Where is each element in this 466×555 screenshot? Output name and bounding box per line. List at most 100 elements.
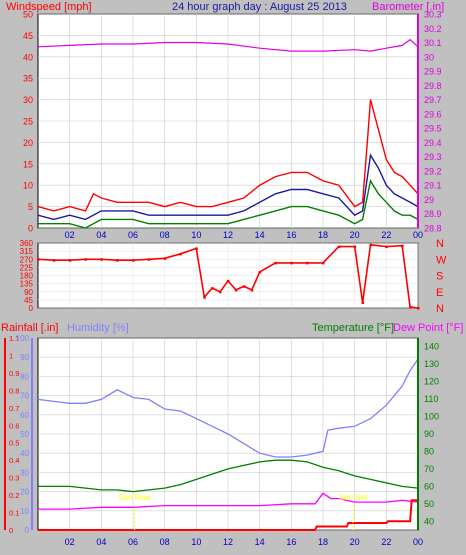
- wind-direction-point: [116, 259, 119, 262]
- barometer-tick-label: 29.7: [424, 95, 442, 105]
- temperature-tick-label: 120: [424, 377, 439, 387]
- windspeed-tick-label: 15: [23, 159, 33, 169]
- barometer-tick-label: 29: [424, 195, 434, 205]
- temperature-tick-label: 100: [424, 412, 439, 422]
- barometer-line: [37, 38, 419, 52]
- temperature-tick-label: 40: [424, 516, 434, 526]
- temperature-tick-label: 130: [424, 359, 439, 369]
- wind-direction-point: [385, 245, 388, 249]
- wind-direction-point: [227, 279, 230, 283]
- humidity-tick-label: 10: [20, 507, 29, 516]
- rainfall-axis-label: Rainfall [.in]: [1, 322, 58, 334]
- humidity-axis-ticks: 0 10 20 30 40 50 60 70 80 90 100: [16, 334, 30, 535]
- temperature-tick-label: 90: [424, 429, 434, 439]
- rainfall-tick-label: 0.2: [9, 491, 19, 500]
- windspeed-axis-label: Windspeed [mph]: [6, 1, 92, 13]
- windspeed-tick-label: 20: [23, 138, 33, 148]
- wind-direction-point: [163, 257, 167, 260]
- rainfall-tick-label: 0.8: [9, 386, 19, 395]
- wind-direction-point: [274, 261, 277, 265]
- rainfall-tick-label: 0.6: [9, 421, 19, 430]
- time-tick-label: 06: [128, 537, 138, 547]
- wind-direction-point: [68, 259, 72, 262]
- humidity-line: [37, 358, 419, 458]
- temperature-tick-label: 110: [424, 394, 438, 404]
- barometer-tick-label: 30: [424, 52, 434, 62]
- rainfall-tick-label: 0.1: [9, 509, 19, 518]
- wind-direction-point: [219, 290, 222, 294]
- direction-tick-label: 270: [20, 255, 34, 264]
- barometer-axis-label: Barometer [.in]: [372, 1, 444, 13]
- direction-tick-label: 225: [20, 263, 34, 272]
- time-tick-label: 08: [160, 230, 170, 240]
- windspeed-axis-ticks: 0 5 10 15 20 25 30 35 40 45 50: [23, 10, 33, 234]
- compass-label: E: [436, 287, 443, 299]
- dew-point-line: [38, 492, 419, 510]
- time-tick-label: 20: [350, 537, 360, 547]
- sun-set-label: Sun Set: [339, 493, 368, 502]
- direction-tick-label: 135: [20, 280, 34, 289]
- barometer-tick-label: 30.2: [424, 24, 442, 34]
- temperature-tick-label: 60: [424, 481, 434, 491]
- wind-average-line: [37, 153, 419, 221]
- wind-direction-point: [179, 252, 182, 256]
- time-tick-label: 16: [286, 537, 296, 547]
- humidity-tick-label: 60: [20, 411, 29, 420]
- humidity-tick-label: 70: [20, 392, 29, 401]
- wind-direction-point: [409, 306, 412, 309]
- time-tick-label: 04: [96, 537, 106, 547]
- rainfall-tick-label: 1: [9, 351, 13, 360]
- humidity-axis-label: Humidity [%]: [67, 322, 129, 334]
- wind-baro-grid: [38, 13, 419, 229]
- windspeed-tick-label: 45: [23, 31, 33, 41]
- temperature-tick-label: 70: [424, 464, 434, 474]
- barometer-tick-label: 29.2: [424, 166, 442, 176]
- time-tick-label: 12: [223, 537, 233, 547]
- time-tick-label: 18: [318, 230, 328, 240]
- windspeed-tick-label: 25: [23, 117, 33, 127]
- sun-annotations: Sun Rise Sun Set: [118, 493, 368, 530]
- time-tick-label: 12: [223, 230, 233, 240]
- time-tick-label: 14: [255, 230, 265, 240]
- humidity-tick-label: 40: [20, 449, 29, 458]
- temperature-tick-label: 80: [424, 446, 434, 456]
- time-tick-label: 02: [65, 230, 75, 240]
- barometer-tick-label: 29.6: [424, 109, 442, 119]
- humidity-tick-label: 100: [16, 334, 30, 343]
- time-tick-label: 00: [413, 230, 423, 240]
- barometer-tick-label: 29.8: [424, 81, 442, 91]
- temp-humidity-grid: [38, 337, 419, 531]
- barometer-tick-label: 29.1: [424, 181, 442, 191]
- rainfall-tick-label: 0.3: [9, 474, 19, 483]
- temperature-tick-label: 140: [424, 342, 439, 352]
- time-tick-label: 20: [350, 230, 360, 240]
- wind-direction-point: [401, 244, 404, 248]
- humidity-tick-label: 20: [20, 488, 29, 497]
- direction-tick-label: 315: [20, 247, 34, 256]
- time-tick-label: 00: [413, 537, 423, 547]
- wind-direction-point: [242, 285, 246, 288]
- time-tick-label: 14: [255, 537, 265, 547]
- rainfall-tick-label: 0.5: [9, 439, 19, 448]
- time-tick-label: 06: [128, 230, 138, 240]
- temperature-axis-ticks: 40 50 60 70 80 90 100 110 120 130 140: [424, 342, 439, 527]
- temperature-tick-label: 50: [424, 499, 434, 509]
- barometer-tick-label: 30.3: [424, 10, 442, 20]
- temperature-axis-label: Temperature [°F]: [312, 322, 394, 334]
- windspeed-tick-label: 5: [28, 202, 33, 212]
- wind-baro-series: [37, 38, 419, 229]
- rainfall-tick-label: 0: [9, 526, 13, 535]
- wind-direction-point: [234, 288, 238, 292]
- barometer-tick-label: 29.4: [424, 138, 442, 148]
- chart-title: 24 hour graph day : August 25 2013: [172, 1, 347, 13]
- wind-direction-point: [211, 287, 214, 290]
- wind-direction-point: [306, 261, 309, 265]
- windspeed-tick-label: 10: [23, 181, 33, 191]
- barometer-tick-label: 28.8: [424, 224, 442, 234]
- wind-direction-point: [361, 301, 365, 305]
- wind-direction-point: [322, 261, 325, 265]
- wind-direction-point: [37, 258, 40, 261]
- wind-direction-point: [132, 259, 135, 262]
